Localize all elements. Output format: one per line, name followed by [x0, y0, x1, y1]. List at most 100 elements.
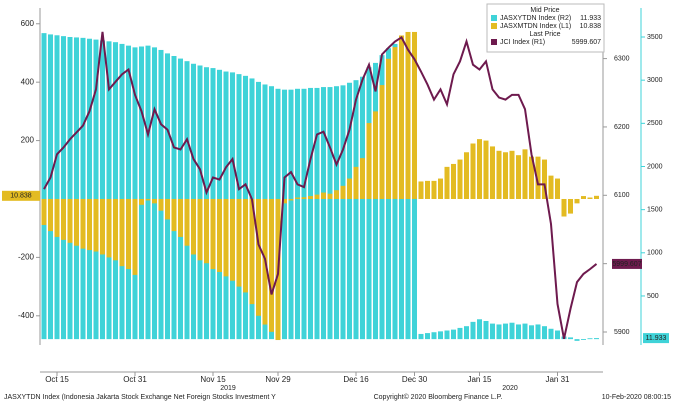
legend-value: 5999.607 [572, 39, 601, 46]
legend-group: Mid Price [530, 7, 559, 14]
legend-label: JASXYTDN Index (R2) [500, 15, 571, 22]
bar [366, 67, 372, 340]
x-tick-label: Oct 15 [45, 375, 69, 384]
bar [574, 339, 580, 341]
y3-tick-label: 2500 [647, 120, 663, 127]
bar [360, 158, 365, 199]
bar [334, 86, 339, 340]
bar [126, 45, 131, 340]
last-value-label: 10.838 [10, 193, 32, 200]
bar [314, 87, 320, 340]
bar [314, 194, 320, 199]
bar [295, 88, 300, 340]
bar [87, 198, 92, 251]
bar [490, 146, 495, 199]
bar [548, 328, 554, 340]
bar [522, 323, 528, 340]
bar [451, 329, 456, 340]
bar [496, 324, 502, 340]
bar [132, 47, 138, 340]
bar [87, 38, 92, 340]
x-tick-label: Jan 15 [467, 375, 492, 384]
bar [223, 198, 229, 277]
y3-tick-label: 2000 [647, 163, 663, 170]
y-tick-label: -200 [18, 253, 35, 262]
bar [392, 47, 398, 199]
bar [366, 123, 372, 199]
bar [230, 198, 235, 281]
bar [113, 42, 118, 340]
bar [295, 197, 300, 199]
bar [451, 163, 456, 199]
bar [464, 326, 469, 340]
bar [353, 80, 359, 340]
bar [548, 175, 554, 199]
last-value-label: 5999.607 [612, 261, 641, 268]
bar [503, 152, 508, 199]
bar [282, 89, 287, 340]
bar [132, 198, 138, 275]
bar [80, 198, 86, 249]
bar [509, 150, 515, 199]
bar [80, 37, 86, 340]
bar [152, 47, 157, 340]
legend-value: 10.838 [580, 23, 602, 30]
bar [561, 198, 567, 217]
bar [412, 31, 417, 199]
bar [308, 87, 313, 340]
bar [464, 152, 469, 199]
bar [152, 198, 157, 204]
x-tick-label: Dec 16 [343, 375, 369, 384]
bar [360, 76, 365, 340]
bar [327, 193, 333, 199]
footer-text: JASXYTDN Index (Indonesia Jakarta Stock … [4, 394, 276, 401]
bar [184, 198, 190, 246]
y3-tick-label: 500 [647, 293, 659, 300]
bar [100, 40, 105, 340]
last-value-box [2, 190, 40, 201]
y-tick-label: 200 [21, 136, 35, 145]
bar [347, 82, 352, 340]
bar [470, 143, 476, 199]
bar [581, 339, 586, 340]
bar [119, 43, 125, 340]
bar [106, 41, 112, 340]
bar [48, 34, 53, 340]
bar [93, 198, 99, 252]
y3-tick-label: 1500 [647, 206, 663, 213]
bar [529, 156, 534, 199]
bar [470, 321, 476, 340]
legend-box [486, 3, 605, 53]
bar [41, 198, 47, 225]
bar [54, 35, 60, 340]
bar [516, 324, 521, 340]
bar [126, 198, 131, 270]
bar [119, 198, 125, 267]
bar [113, 198, 118, 261]
bar [158, 198, 164, 211]
bar [301, 88, 307, 340]
bar [210, 198, 216, 270]
bar [288, 89, 294, 340]
bar [594, 338, 599, 340]
bar [158, 49, 164, 340]
bar [74, 37, 79, 340]
bar [48, 198, 53, 232]
x-group-label: 2020 [502, 385, 518, 392]
bar [256, 198, 261, 316]
bar [321, 192, 326, 199]
y3-tick-label: 3000 [647, 77, 663, 84]
bar [217, 198, 222, 272]
last-value-label: 11.933 [646, 335, 667, 342]
bar [106, 198, 112, 258]
bar [204, 198, 209, 264]
bar [139, 46, 144, 340]
bar [386, 58, 391, 199]
bar [236, 198, 242, 287]
y-tick-label: 400 [21, 77, 35, 86]
y2-tick-label: 6300 [614, 55, 630, 62]
bar [145, 198, 151, 201]
bar [67, 198, 73, 243]
bar [301, 197, 307, 199]
